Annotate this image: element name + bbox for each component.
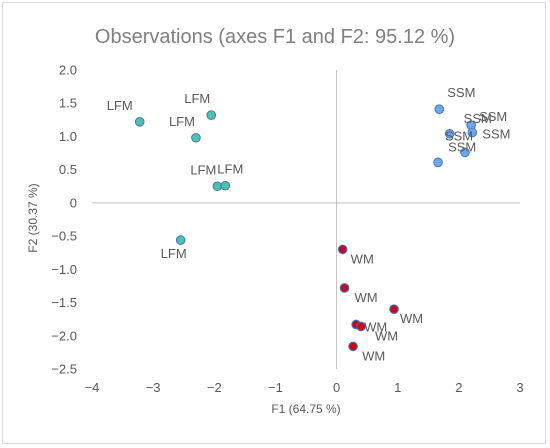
chart-title: Observations (axes F1 and F2: 95.12 %) bbox=[95, 26, 455, 48]
data-point bbox=[467, 127, 478, 138]
y-tick-label: 0 bbox=[70, 195, 77, 210]
x-tick-label: −4 bbox=[85, 380, 100, 395]
data-label: LFM bbox=[161, 246, 187, 261]
data-label: WM bbox=[362, 348, 385, 363]
data-point bbox=[337, 244, 348, 255]
tick-labels: −4 −3 −2 −1 0 1 2 3 2.0 1.5 1.0 0.5 0 −0.5 −1.0 −1.5 −2.… bbox=[51, 63, 523, 396]
x-tick-label: 3 bbox=[516, 380, 523, 395]
y-tick-label: 0.5 bbox=[59, 162, 77, 177]
data-point bbox=[175, 235, 186, 245]
data-label: SSM bbox=[479, 109, 507, 124]
data-label: LFM bbox=[169, 114, 195, 129]
data-point bbox=[220, 180, 231, 191]
x-tick-label: 1 bbox=[394, 380, 401, 395]
y-axis-title: F2 (30.37 %) bbox=[26, 183, 40, 252]
data-label: LFM bbox=[217, 162, 243, 177]
data-point bbox=[356, 321, 366, 332]
data-point bbox=[206, 110, 217, 120]
x-tick-label: −2 bbox=[207, 380, 222, 395]
data-point bbox=[191, 132, 201, 143]
data-label: LFM bbox=[107, 98, 133, 113]
data-label: SSM bbox=[448, 139, 476, 154]
x-tick-label: 0 bbox=[333, 380, 340, 395]
data-label: SSM bbox=[464, 111, 492, 126]
data-label: LFM bbox=[184, 91, 210, 106]
chart-frame bbox=[2, 2, 546, 444]
data-label: SSM bbox=[445, 128, 473, 143]
data-label: WM bbox=[400, 311, 423, 326]
y-tick-label: 1.5 bbox=[59, 96, 77, 111]
y-tick-label: 1.0 bbox=[59, 129, 77, 144]
data-label: WM bbox=[364, 319, 387, 334]
x-tick-label: −1 bbox=[268, 380, 283, 395]
data-point bbox=[460, 147, 470, 158]
data-label: SSM bbox=[447, 85, 475, 100]
data-points bbox=[134, 104, 478, 352]
data-label: WM bbox=[351, 251, 374, 266]
y-tick-label: −1.5 bbox=[51, 295, 77, 310]
data-point bbox=[444, 128, 455, 139]
data-label: LFM bbox=[190, 162, 216, 177]
y-tick-label: −0.5 bbox=[51, 229, 77, 244]
axes bbox=[92, 70, 520, 369]
x-tick-label: 2 bbox=[455, 380, 462, 395]
x-axis-title: F1 (64.75 %) bbox=[271, 402, 340, 416]
x-tick-label: −3 bbox=[146, 380, 161, 395]
data-point bbox=[348, 341, 358, 352]
data-label: WM bbox=[355, 290, 378, 305]
data-point bbox=[433, 157, 443, 168]
data-point bbox=[339, 283, 350, 293]
data-label: WM bbox=[375, 328, 398, 343]
y-tick-label: 2.0 bbox=[59, 63, 77, 78]
y-tick-label: −2.0 bbox=[51, 328, 77, 343]
y-tick-label: −2.5 bbox=[51, 362, 77, 377]
y-tick-label: −1.0 bbox=[51, 262, 77, 277]
data-point bbox=[212, 181, 223, 192]
data-label: SSM bbox=[482, 126, 510, 141]
data-point bbox=[389, 304, 399, 315]
data-point bbox=[134, 117, 145, 127]
data-point bbox=[434, 104, 445, 115]
